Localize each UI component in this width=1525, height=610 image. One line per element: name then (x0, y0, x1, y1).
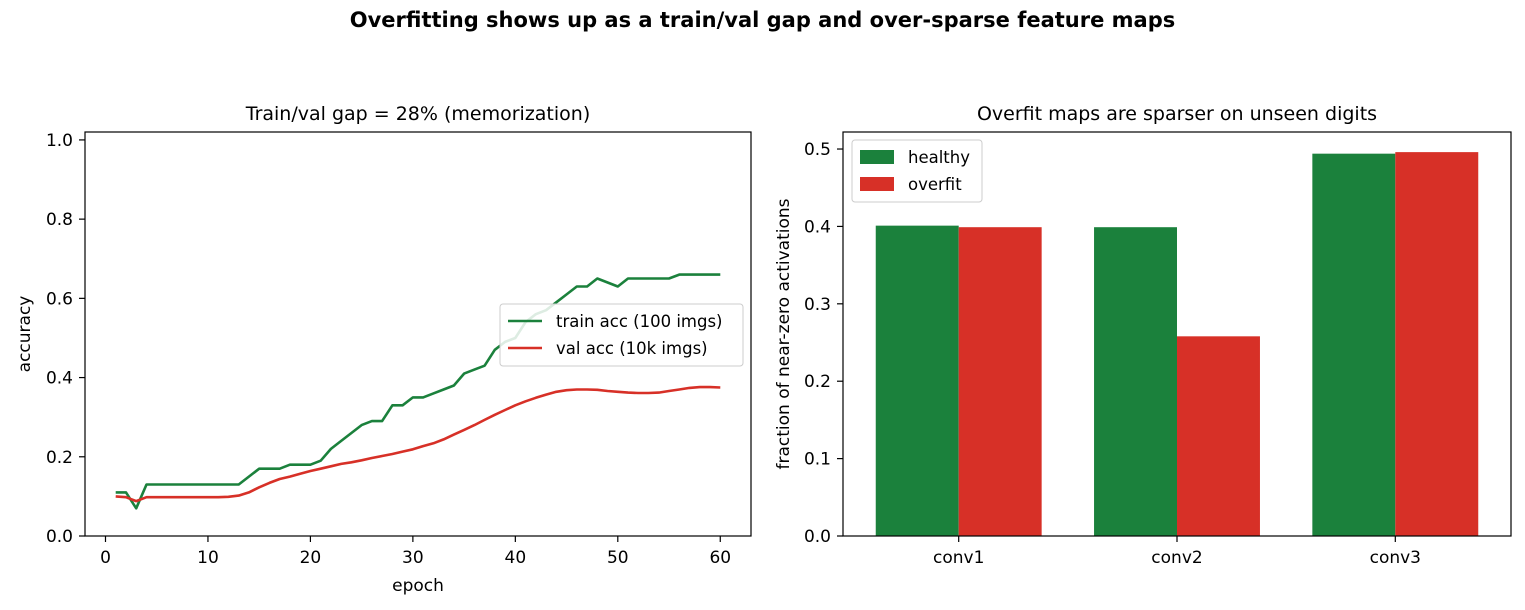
left-y-axis-label: accuracy (15, 296, 35, 373)
accuracy-line-chart: Train/val gap = 28% (memorization) 0 10 20… (15, 103, 752, 596)
train-acc-line (115, 273, 721, 510)
legend-swatch (860, 150, 894, 164)
left-chart-title: Train/val gap = 28% (memorization) (245, 103, 591, 125)
y-tick-label: 1.0 (46, 131, 73, 151)
bar-healthy-conv1 (875, 225, 959, 536)
y-tick-label: 0.4 (804, 217, 831, 237)
x-tick-label: conv1 (933, 548, 984, 568)
x-tick-label: 20 (300, 548, 322, 568)
y-tick-label: 0.0 (804, 527, 831, 547)
bar-overfit-conv3 (1395, 152, 1479, 536)
right-chart-title: Overfit maps are sparser on unseen digit… (977, 103, 1377, 125)
legend-box (499, 303, 744, 367)
bar-series-group (875, 152, 1479, 536)
bar-healthy-conv3 (1312, 153, 1396, 536)
left-axes-frame (84, 131, 752, 537)
left-x-axis-label: epoch (392, 576, 444, 596)
y-tick-label: 0.3 (804, 295, 831, 315)
left-x-ticks: 0 10 20 30 40 50 60 (100, 536, 731, 568)
legend-label: overfit (908, 175, 962, 194)
bar-overfit-conv2 (1177, 336, 1260, 536)
right-y-ticks: 0.0 0.1 0.2 0.3 0.4 0.5 (804, 140, 843, 547)
bar-healthy-conv2 (1094, 227, 1177, 536)
x-tick-label: 10 (197, 548, 219, 568)
line-series-group (115, 273, 721, 510)
left-legend: train acc (100 imgs) val acc (10k imgs) (499, 303, 744, 367)
right-y-axis-label: fraction of near-zero activations (774, 198, 794, 469)
y-tick-label: 0.2 (804, 372, 831, 392)
x-tick-label: 30 (402, 548, 424, 568)
right-legend: healthy overfit (851, 139, 983, 203)
val-acc-line (115, 385, 721, 503)
y-tick-label: 0.0 (46, 527, 73, 547)
x-tick-label: 60 (709, 548, 731, 568)
x-tick-label: 40 (505, 548, 527, 568)
x-tick-label: conv2 (1151, 548, 1202, 568)
bar-overfit-conv1 (958, 227, 1042, 536)
x-tick-label: 0 (100, 548, 111, 568)
legend-label: train acc (100 imgs) (556, 312, 723, 331)
left-y-ticks: 0.0 0.2 0.4 0.6 0.8 1.0 (46, 131, 85, 547)
legend-label: val acc (10k imgs) (556, 339, 708, 358)
sparsity-bar-chart: Overfit maps are sparser on unseen digit… (774, 103, 1512, 568)
y-tick-label: 0.4 (46, 369, 73, 389)
y-tick-label: 0.8 (46, 210, 73, 230)
y-tick-label: 0.6 (46, 289, 73, 309)
x-tick-label: conv3 (1370, 548, 1421, 568)
y-tick-label: 0.5 (804, 140, 831, 160)
legend-swatch (860, 177, 894, 191)
y-tick-label: 0.2 (46, 448, 73, 468)
right-x-ticks: conv1 conv2 conv3 (933, 536, 1421, 568)
y-tick-label: 0.1 (804, 450, 831, 470)
x-tick-label: 50 (607, 548, 629, 568)
figure-title: Overfitting shows up as a train/val gap … (349, 8, 1176, 32)
legend-label: healthy (908, 148, 970, 167)
